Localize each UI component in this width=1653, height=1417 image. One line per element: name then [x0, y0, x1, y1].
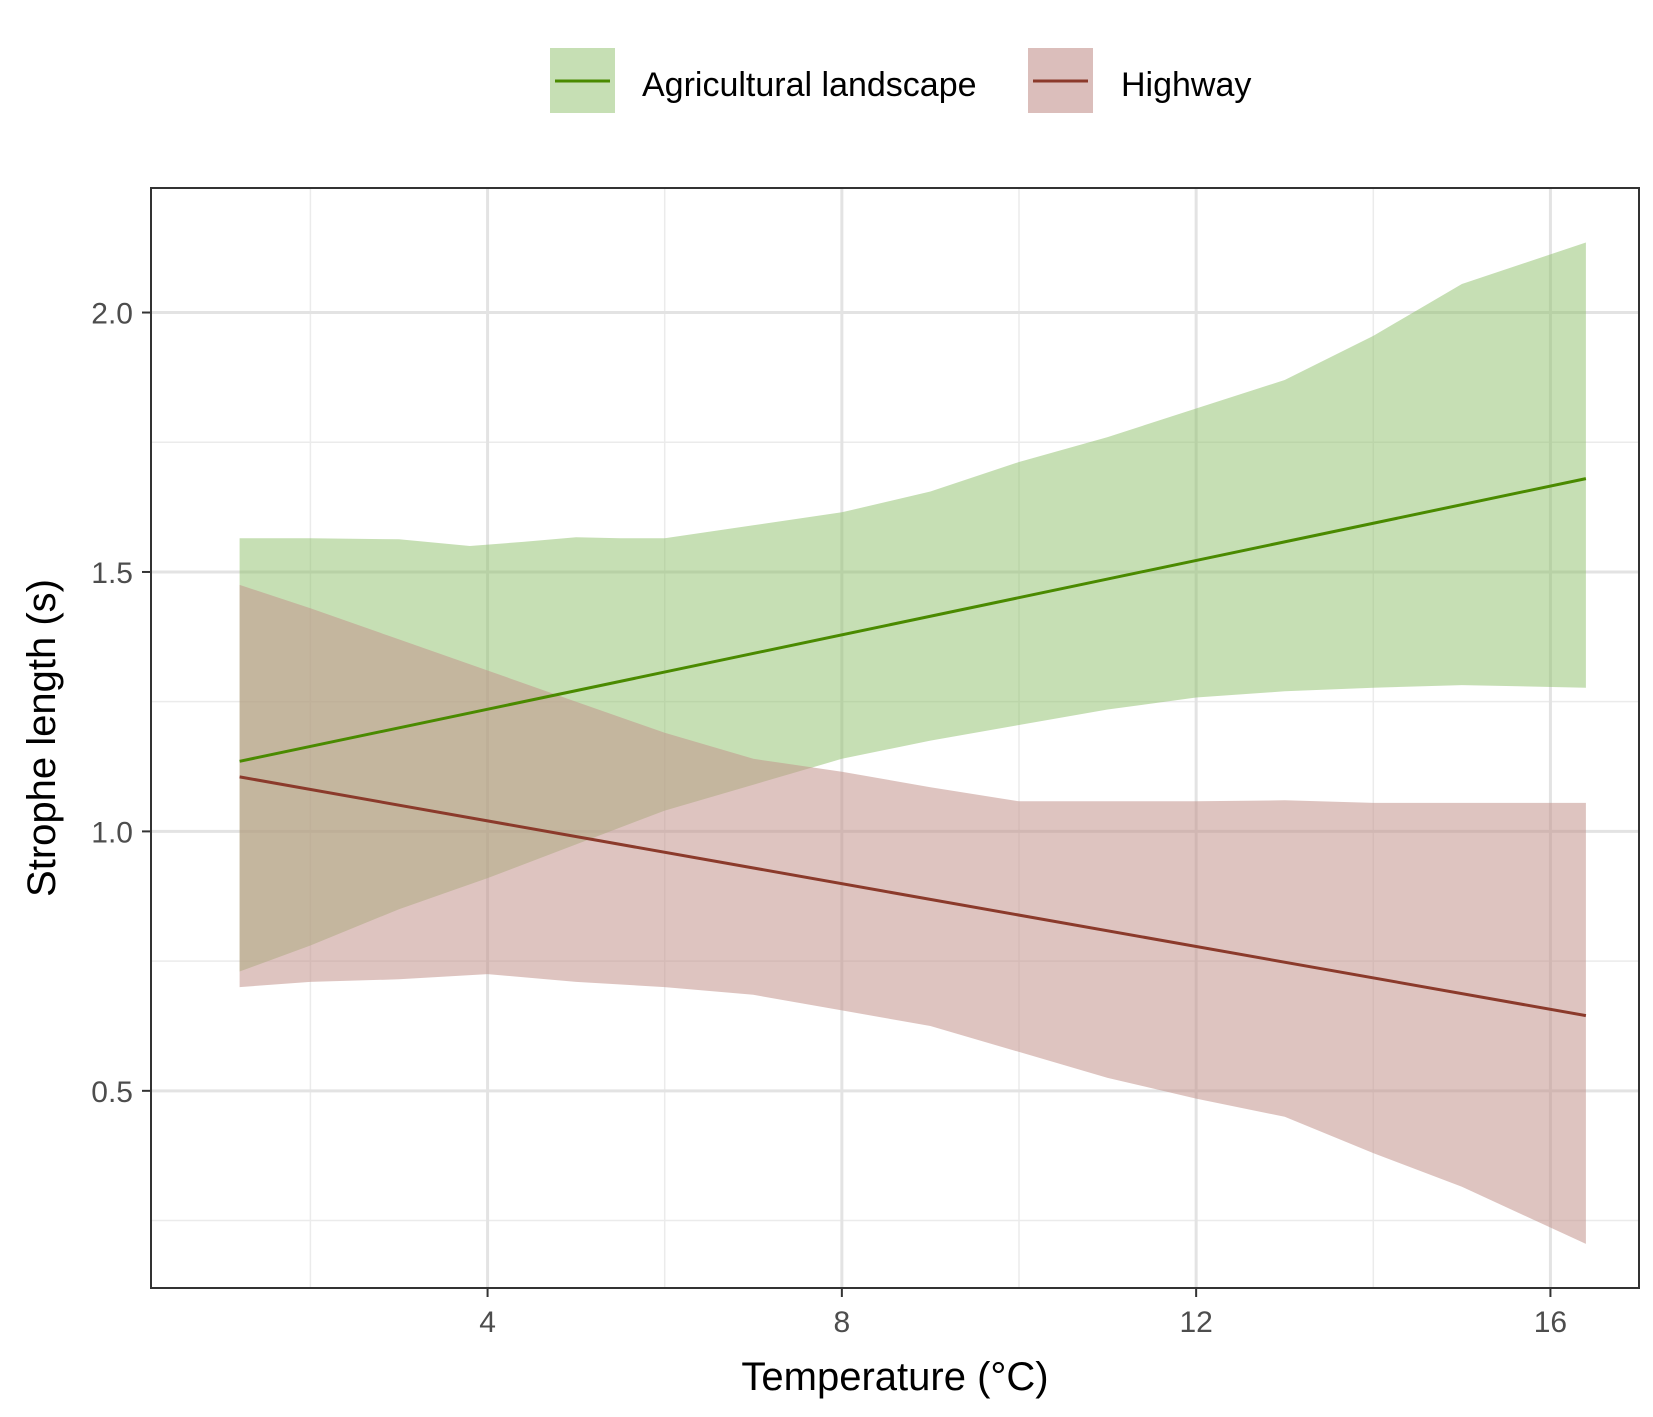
x-tick-label: 4: [479, 1306, 496, 1339]
legend-label-agricultural: Agricultural landscape: [642, 66, 977, 104]
trend-line-1: [239, 775, 1587, 1018]
legend: Agricultural landscape Highway: [550, 48, 1251, 113]
x-axis-title: Temperature (°C): [741, 1355, 1048, 1399]
y-axis-title: Strophe length (s): [20, 579, 64, 897]
confidence-band-1: [239, 584, 1586, 1244]
x-tick-label: 12: [1179, 1306, 1212, 1339]
y-tick-label: 1.0: [91, 816, 133, 849]
legend-label-highway: Highway: [1121, 66, 1251, 104]
y-tick-label: 2.0: [91, 298, 133, 331]
y-axis-ticks: 0.5 1.0 1.5 2.0: [91, 298, 151, 1109]
y-tick-label: 1.5: [91, 557, 133, 590]
plot-panel-border: [150, 187, 1640, 1289]
y-tick-label: 0.5: [91, 1076, 133, 1109]
confidence-bands: [239, 242, 1586, 1244]
x-axis-ticks: 4 8 12 16: [479, 1288, 1567, 1339]
legend-item-highway: Highway: [1028, 48, 1251, 113]
legend-item-agricultural: Agricultural landscape: [550, 48, 977, 113]
x-tick-label: 8: [834, 1306, 851, 1339]
trend-lines: [239, 477, 1587, 1018]
trend-line-0: [239, 477, 1587, 763]
x-tick-label: 16: [1534, 1306, 1567, 1339]
